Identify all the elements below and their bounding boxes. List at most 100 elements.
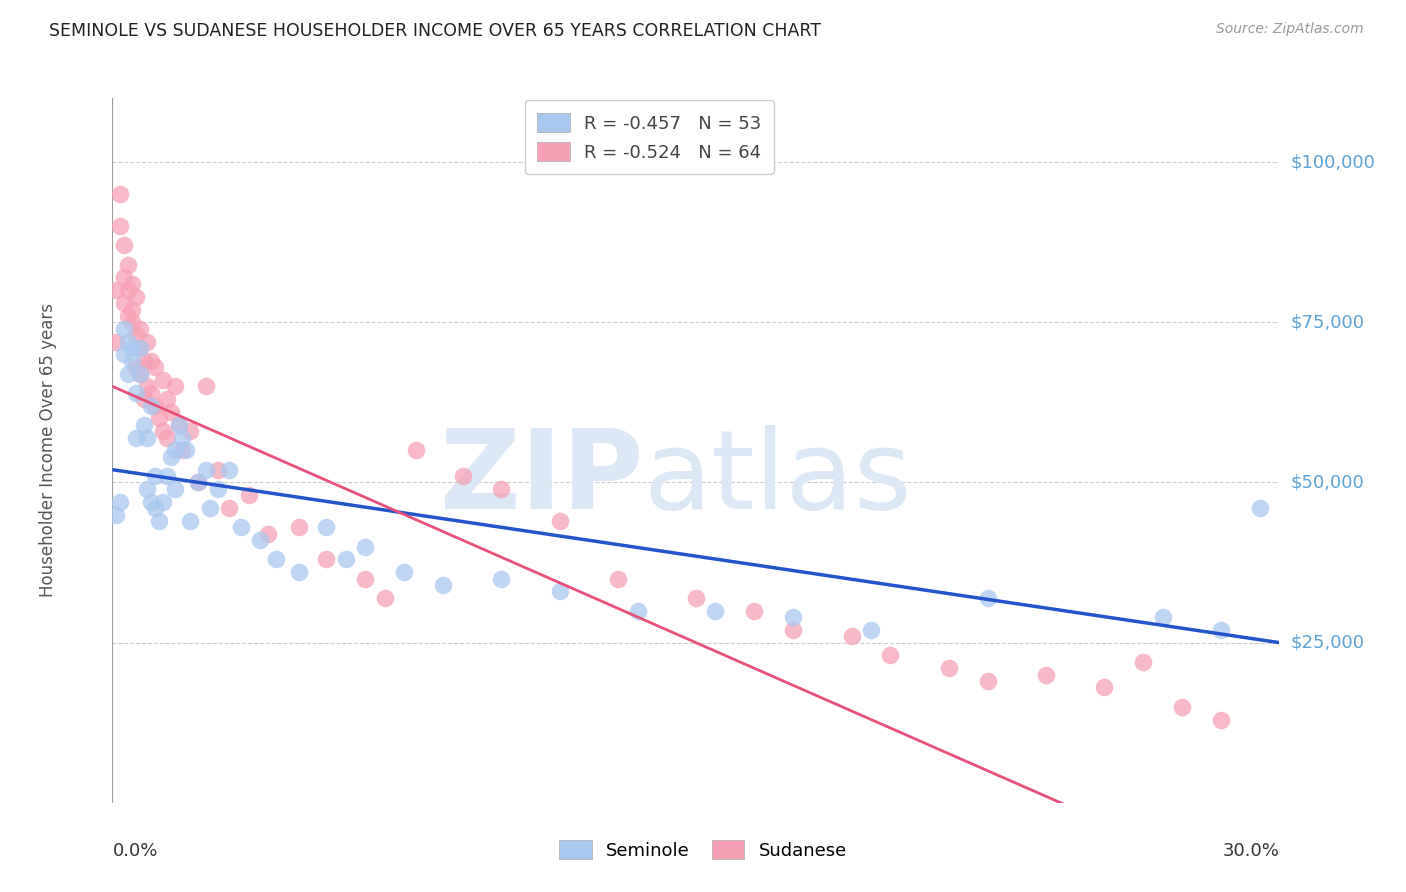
Text: $75,000: $75,000 bbox=[1291, 313, 1365, 331]
Point bbox=[1152, 610, 1174, 624]
Point bbox=[163, 443, 186, 458]
Point bbox=[143, 501, 166, 516]
Point bbox=[163, 482, 186, 496]
Point bbox=[249, 533, 271, 548]
Point bbox=[125, 431, 148, 445]
Point bbox=[548, 514, 571, 528]
Point bbox=[194, 463, 217, 477]
Point bbox=[607, 572, 630, 586]
Point bbox=[879, 648, 901, 663]
Point bbox=[121, 302, 143, 317]
Point bbox=[1209, 623, 1232, 637]
Point bbox=[315, 552, 337, 566]
Point bbox=[112, 347, 135, 361]
Point bbox=[167, 417, 190, 432]
Point bbox=[132, 417, 155, 432]
Point bbox=[167, 417, 190, 432]
Point bbox=[110, 187, 132, 202]
Point bbox=[163, 379, 186, 393]
Point bbox=[136, 379, 159, 393]
Point bbox=[110, 494, 132, 508]
Point bbox=[704, 604, 727, 618]
Point bbox=[198, 501, 221, 516]
Point bbox=[148, 411, 170, 425]
Point bbox=[491, 572, 513, 586]
Point bbox=[160, 405, 183, 419]
Point bbox=[128, 341, 150, 355]
Point bbox=[627, 604, 650, 618]
Point bbox=[141, 399, 163, 413]
Point bbox=[218, 501, 240, 516]
Point bbox=[176, 443, 198, 458]
Point bbox=[117, 283, 139, 297]
Point bbox=[156, 431, 179, 445]
Point bbox=[121, 353, 143, 368]
Point bbox=[121, 277, 143, 291]
Point bbox=[110, 219, 132, 234]
Point bbox=[315, 520, 337, 534]
Point bbox=[1209, 713, 1232, 727]
Point bbox=[405, 443, 427, 458]
Point bbox=[112, 322, 135, 336]
Point bbox=[374, 591, 396, 605]
Text: Source: ZipAtlas.com: Source: ZipAtlas.com bbox=[1216, 22, 1364, 37]
Point bbox=[354, 572, 377, 586]
Text: 30.0%: 30.0% bbox=[1223, 841, 1279, 860]
Point bbox=[112, 238, 135, 252]
Legend: Seminole, Sudanese: Seminole, Sudanese bbox=[553, 832, 853, 867]
Point bbox=[257, 526, 280, 541]
Point bbox=[976, 591, 998, 605]
Point bbox=[125, 328, 148, 343]
Point bbox=[938, 661, 960, 675]
Point bbox=[1171, 699, 1194, 714]
Text: $25,000: $25,000 bbox=[1291, 633, 1365, 652]
Point bbox=[141, 494, 163, 508]
Point bbox=[782, 610, 804, 624]
Point bbox=[117, 309, 139, 323]
Point bbox=[782, 623, 804, 637]
Point bbox=[288, 520, 311, 534]
Point bbox=[548, 584, 571, 599]
Point bbox=[141, 353, 163, 368]
Point bbox=[112, 296, 135, 310]
Point bbox=[841, 629, 863, 643]
Point bbox=[121, 315, 143, 329]
Point bbox=[143, 469, 166, 483]
Point bbox=[451, 469, 474, 483]
Point bbox=[121, 341, 143, 355]
Point bbox=[354, 540, 377, 554]
Point bbox=[1249, 501, 1271, 516]
Point bbox=[105, 508, 128, 522]
Point bbox=[143, 360, 166, 375]
Point bbox=[160, 450, 183, 464]
Point bbox=[179, 514, 201, 528]
Point bbox=[132, 392, 155, 407]
Point bbox=[156, 469, 179, 483]
Point bbox=[207, 463, 229, 477]
Text: $50,000: $50,000 bbox=[1291, 474, 1364, 491]
Text: 0.0%: 0.0% bbox=[112, 841, 157, 860]
Point bbox=[156, 392, 179, 407]
Text: ZIP: ZIP bbox=[440, 425, 644, 533]
Point bbox=[152, 494, 174, 508]
Point bbox=[136, 431, 159, 445]
Point bbox=[125, 385, 148, 400]
Point bbox=[125, 360, 148, 375]
Point bbox=[976, 674, 998, 689]
Point bbox=[179, 424, 201, 438]
Point bbox=[187, 475, 209, 490]
Point bbox=[1094, 681, 1116, 695]
Point bbox=[238, 488, 260, 502]
Point bbox=[207, 482, 229, 496]
Point bbox=[105, 283, 128, 297]
Point bbox=[335, 552, 357, 566]
Point bbox=[117, 334, 139, 349]
Point bbox=[744, 604, 766, 618]
Point bbox=[112, 270, 135, 285]
Point bbox=[152, 424, 174, 438]
Point bbox=[128, 367, 150, 381]
Point bbox=[136, 334, 159, 349]
Point bbox=[172, 431, 194, 445]
Point bbox=[288, 565, 311, 579]
Point bbox=[125, 290, 148, 304]
